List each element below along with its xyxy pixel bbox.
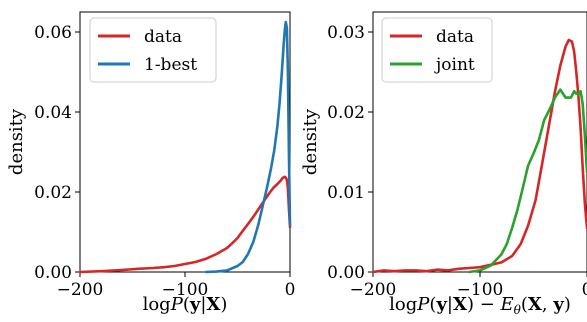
series-line-1-best — [204, 20, 292, 274]
y-tick-label: 0.00 — [327, 263, 365, 283]
y-axis-label: density — [6, 108, 27, 175]
legend-label: data — [144, 27, 182, 47]
legend: data joint — [381, 17, 493, 83]
x-tick-label: 0 — [285, 280, 296, 300]
y-tick-label: 0.03 — [327, 23, 365, 43]
chart-panel-left: logP(y|X) density −200 −100 0 0.00 0.02 0.04 0… — [6, 11, 295, 315]
series-line-data — [78, 175, 292, 274]
x-tick-label: −100 — [457, 280, 504, 300]
legend-label: 1-best — [144, 55, 197, 75]
x-tick-label: −200 — [57, 280, 104, 300]
tick-layer: −200 −100 0 0.00 0.02 0.04 0.06 — [34, 23, 295, 300]
series-layer — [78, 20, 292, 274]
legend-box — [381, 17, 493, 83]
x-tick-label: −200 — [350, 280, 397, 300]
legend-box — [89, 17, 217, 83]
y-tick-label: 0.01 — [327, 183, 365, 203]
x-tick-label: 0 — [582, 280, 587, 300]
x-axis-label: logP(y|X) — [143, 294, 228, 315]
legend-label: data — [436, 27, 474, 47]
y-tick-label: 0.02 — [34, 183, 72, 203]
series-line-data — [371, 38, 587, 274]
x-tick-label: −100 — [162, 280, 209, 300]
tick-layer: −200 −100 0 0.00 0.01 0.02 0.03 — [327, 23, 587, 300]
legend: data 1-best — [89, 17, 217, 83]
x-axis-label: logP(y|X) − Eθ(X, y) — [389, 294, 571, 317]
y-tick-label: 0.02 — [327, 103, 365, 123]
y-axis-label: density — [300, 108, 321, 175]
series-layer — [371, 38, 587, 274]
chart-panel-right: logP(y|X) − Eθ(X, y) density −200 −100 0 0.… — [300, 11, 587, 317]
y-tick-label: 0.04 — [34, 103, 72, 123]
y-tick-label: 0.00 — [34, 263, 72, 283]
legend-label: joint — [434, 55, 475, 75]
y-tick-label: 0.06 — [34, 23, 72, 43]
series-line-joint — [467, 88, 587, 274]
